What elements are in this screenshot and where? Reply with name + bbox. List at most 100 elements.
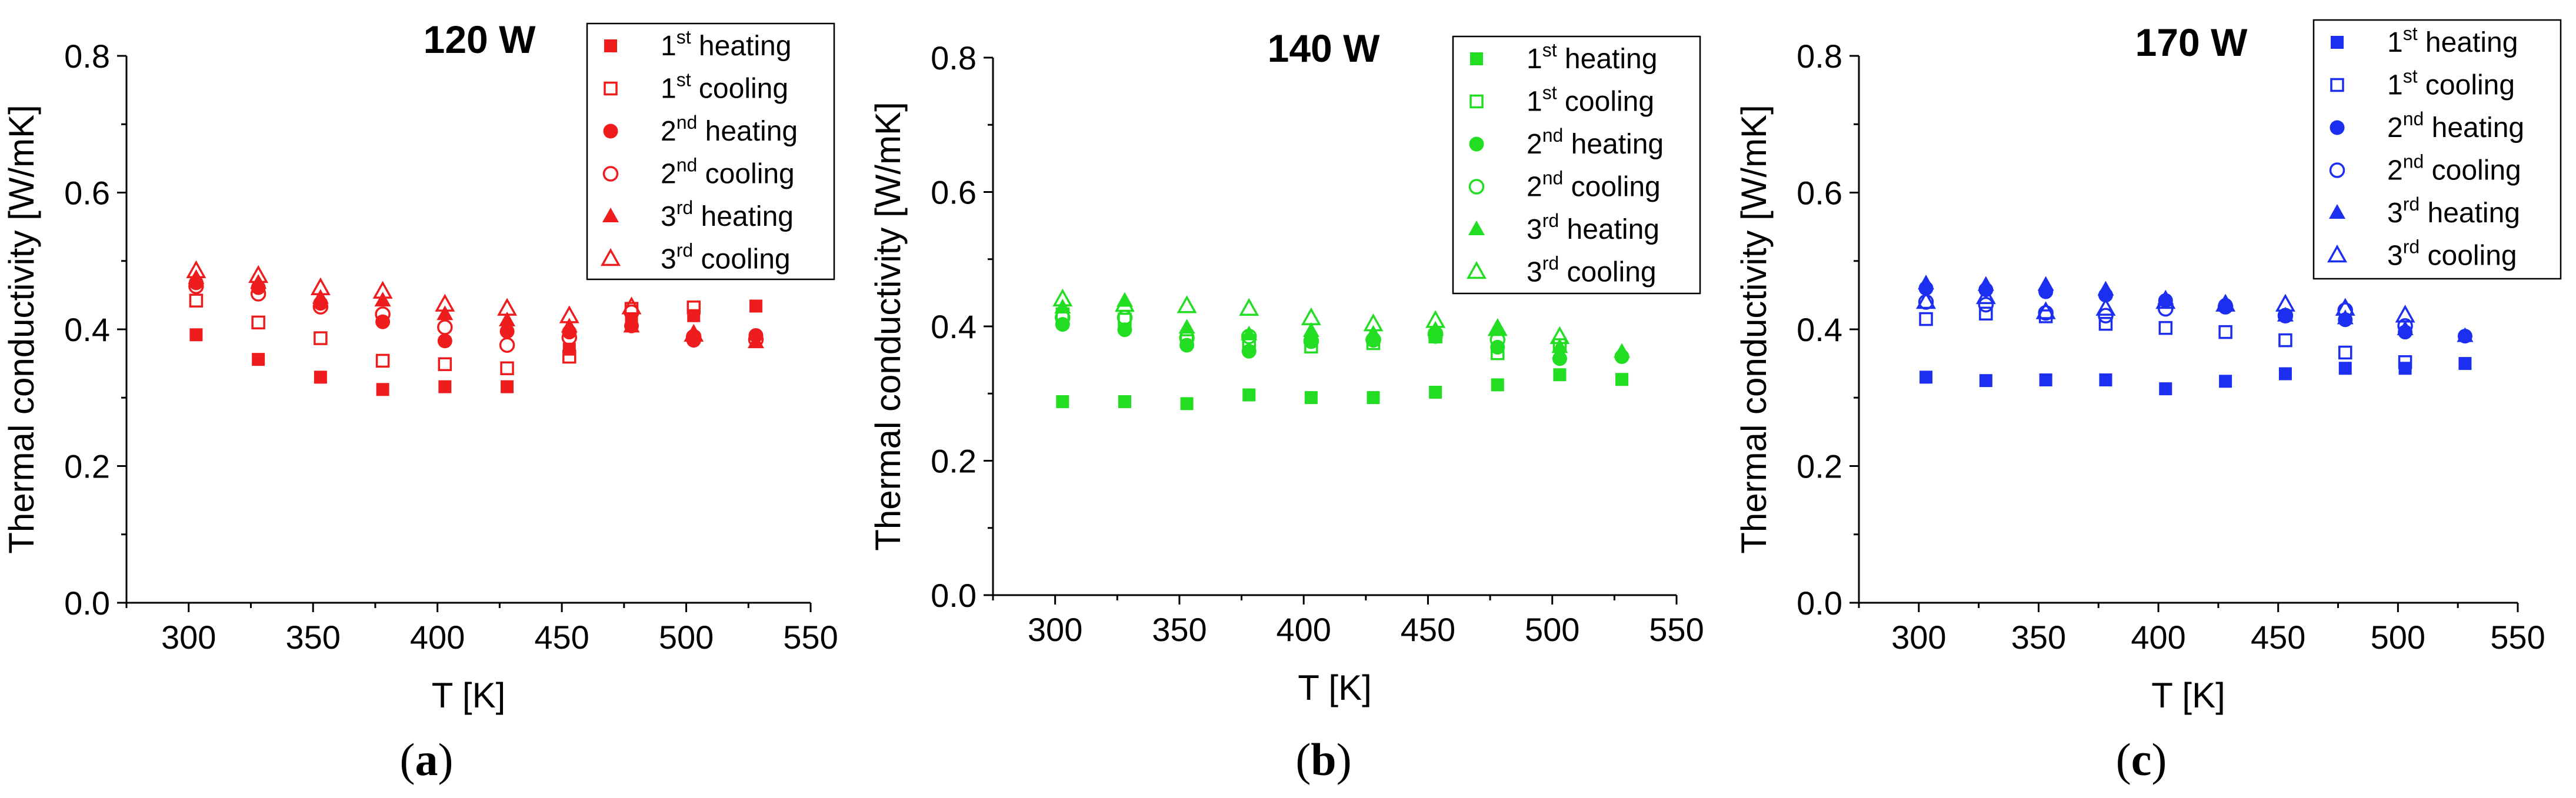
- x-axis-title: T [K]: [432, 676, 506, 715]
- data-point: [2458, 357, 2472, 370]
- data-point: [1549, 326, 1570, 345]
- series-2nd-heating: [188, 275, 764, 349]
- chart-panel-1: 300 350 400 450 500 550 0.0 0.2 0.4 0.6 0.8 T [K] Th…: [2, 18, 838, 785]
- x-axis-title: T [K]: [2151, 676, 2225, 715]
- data-point: [623, 318, 640, 333]
- data-point: [2158, 320, 2173, 335]
- data-point: [749, 299, 762, 313]
- data-point: [2098, 316, 2113, 331]
- series-3rd-heating: [1054, 292, 1631, 358]
- y-tick-label: 0.4: [931, 308, 977, 345]
- legend-marker: [604, 39, 617, 52]
- data-point: [687, 300, 701, 315]
- data-point: [1302, 322, 1319, 337]
- data-point: [1553, 368, 1567, 382]
- data-point: [747, 333, 764, 349]
- data-point: [2097, 281, 2114, 296]
- data-point: [2037, 276, 2054, 291]
- legend-marker: [1467, 261, 1487, 279]
- legend-marker: [2329, 204, 2345, 219]
- data-point: [2218, 325, 2232, 339]
- data-point: [562, 342, 576, 356]
- legend-entry: 1st heating: [661, 26, 791, 62]
- data-point: [438, 380, 452, 393]
- x-tick-label: 400: [1276, 611, 1331, 648]
- y-tick-label: 0.0: [931, 577, 977, 614]
- data-point: [1180, 397, 1194, 410]
- legend-marker: [1469, 94, 1484, 109]
- panel-label: (c): [2116, 734, 2167, 785]
- y-tick-label: 0.8: [64, 38, 110, 75]
- x-tick-label: 350: [2011, 619, 2066, 656]
- data-point: [1425, 310, 1446, 328]
- legend-entry: 2nd heating: [661, 112, 798, 147]
- legend-entry: 2nd cooling: [1527, 168, 1661, 203]
- data-point: [376, 383, 389, 396]
- data-point: [2335, 298, 2355, 316]
- data-point: [1975, 286, 1996, 305]
- legend-entry: 3rd cooling: [2387, 236, 2517, 272]
- data-point: [499, 337, 515, 353]
- y-tick-label: 0.2: [931, 443, 977, 480]
- x-tick-label: 500: [1525, 611, 1579, 648]
- data-point: [1114, 293, 1135, 312]
- legend-entry: 2nd heating: [1527, 125, 1664, 160]
- data-point: [1491, 378, 1504, 392]
- data-point: [437, 333, 452, 349]
- data-point: [314, 331, 328, 345]
- data-point: [2337, 309, 2354, 325]
- data-point: [1118, 395, 1131, 408]
- y-tick-label: 0.2: [64, 448, 110, 485]
- data-point: [2099, 373, 2112, 387]
- data-point: [248, 265, 269, 283]
- y-tick-label: 0.4: [1797, 311, 1842, 348]
- legend-marker: [2330, 78, 2344, 92]
- data-point: [436, 305, 454, 320]
- x-tick-label: 300: [161, 619, 216, 656]
- data-point: [1489, 320, 1506, 336]
- data-point: [437, 319, 453, 335]
- panel-label: (a): [400, 734, 454, 785]
- x-axis-title: T [K]: [1298, 668, 1372, 707]
- legend-entry: 1st cooling: [2387, 66, 2515, 101]
- data-point: [1979, 374, 1992, 388]
- x-tick-label: 400: [2131, 619, 2185, 656]
- legend-entry: 1st heating: [2387, 23, 2518, 58]
- y-tick-label: 0.8: [1797, 38, 1842, 75]
- panel-label: (b): [1295, 734, 1351, 785]
- legend-entry: 2nd cooling: [661, 155, 795, 190]
- x-tick-label: 500: [659, 619, 714, 656]
- y-tick-label: 0.0: [64, 585, 110, 622]
- data-point: [2338, 362, 2352, 375]
- data-point: [499, 323, 515, 339]
- data-point: [375, 353, 390, 368]
- data-point: [189, 293, 204, 308]
- legend-marker: [603, 123, 618, 139]
- panel-title: 170 W: [2135, 21, 2248, 64]
- data-point: [1242, 388, 1256, 402]
- data-point: [2398, 355, 2412, 369]
- data-point: [501, 380, 514, 393]
- legend-marker: [1468, 179, 1485, 195]
- data-point: [1918, 275, 1935, 290]
- data-point: [500, 361, 514, 376]
- data-point: [684, 323, 704, 342]
- data-point: [562, 349, 576, 364]
- data-point: [2038, 305, 2054, 321]
- legend-marker: [2327, 244, 2347, 263]
- data-point: [1241, 325, 1258, 340]
- x-tick-label: 300: [1028, 611, 1082, 648]
- data-point: [2278, 367, 2292, 380]
- data-point: [1427, 320, 1444, 336]
- y-axis-title: Thermal conductivity [W/mK]: [1734, 105, 1774, 554]
- data-point: [251, 315, 265, 330]
- data-point: [372, 281, 393, 299]
- y-tick-label: 0.6: [1797, 175, 1842, 212]
- legend-entry: 1st cooling: [661, 69, 788, 105]
- data-point: [1367, 391, 1380, 405]
- x-tick-label: 400: [410, 619, 465, 656]
- data-point: [312, 289, 329, 304]
- series-1st-heating: [1056, 368, 1629, 410]
- data-point: [1614, 343, 1631, 358]
